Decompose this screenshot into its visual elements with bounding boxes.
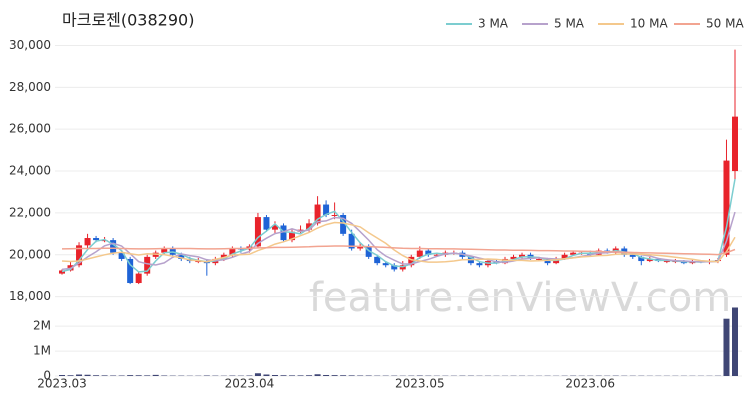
volume-bar [144,375,151,376]
volume-bar [732,307,738,376]
candle-body [365,246,372,257]
candle-body [425,250,432,255]
legend-label: 5 MA [554,17,585,31]
candle-body [570,252,577,255]
volume-bar [127,375,134,376]
candle-body [629,254,636,257]
volume-bar [306,375,313,376]
candle-body [723,160,730,255]
candle-body [101,240,108,242]
candle-body [433,254,440,256]
x-tick-label: 2023.03 [37,377,87,391]
volume-bar [340,375,347,376]
candle-body [127,258,134,284]
candle-body [59,270,65,274]
x-tick-label: 2023.06 [565,377,615,391]
ma-line [61,221,736,263]
x-tick-label: 2023.04 [225,377,275,391]
ma-line [61,211,736,271]
candle-body [289,231,296,241]
volume-bar [297,375,304,376]
candle-body [536,258,543,260]
candle-body [229,248,236,255]
candle-body [638,256,645,262]
candle-body [416,250,423,257]
candle-body [732,116,738,172]
candle-body [348,233,355,249]
volume-bar [76,374,83,376]
candle-body [340,215,347,234]
candle-body [306,223,313,230]
legend-label: 10 MA [630,17,668,31]
candle-body [374,256,381,264]
volume-bar [271,375,278,376]
candle-body [561,254,568,259]
candle-body [519,254,526,257]
candle-body [161,248,168,253]
volume-bar [84,374,91,376]
y-tick-label: 30,000 [9,38,51,52]
y-tick-label: 20,000 [9,247,51,261]
candle-body [93,238,100,241]
candle-body [510,256,517,259]
volume-bar [331,375,338,376]
volume-bar [152,374,159,376]
volume-bar [93,375,100,376]
watermark: feature.enViewV.com [309,275,731,321]
candle-body [135,273,142,284]
volume-bar [280,375,287,376]
candle-body [331,215,338,216]
volume-bar [135,375,142,376]
volume-bar [348,375,355,376]
candle-body [646,258,653,262]
y-tick-label: 18,000 [9,289,51,303]
legend-label: 50 MA [706,17,744,31]
candle-body [280,225,287,241]
ma-line [61,178,736,273]
candle-body [663,261,670,263]
candle-body [323,204,330,215]
candle-body [76,245,83,266]
volume-bar [59,375,65,376]
legend-label: 3 MA [478,17,509,31]
volume-bar [254,373,261,376]
candle-body [144,256,151,274]
candle-body [314,204,321,224]
candle-body [110,240,117,253]
y-tick-label: 24,000 [9,164,51,178]
volume-bar [723,318,730,376]
y-tick-label: 1M [33,344,51,358]
candle-body [357,246,364,249]
candle-body [178,254,185,259]
ma-line [61,245,736,256]
volume-bar [263,374,270,376]
y-tick-label: 2M [33,319,51,333]
candle-body [263,217,270,230]
candle-body [84,238,91,246]
volume-bar [101,375,108,376]
y-tick-label: 28,000 [9,80,51,94]
y-tick-label: 22,000 [9,205,51,219]
y-tick-label: 26,000 [9,122,51,136]
volume-bar [323,375,330,376]
chart-title: 마크로젠(038290) [62,11,194,30]
candle-body [391,265,398,270]
candle-body [382,263,389,266]
y-tick-label: 0 [43,369,51,383]
volume-bar [67,375,74,376]
candle-body [118,252,125,259]
candle-body [271,225,278,230]
volume-bar [314,374,321,376]
candle-body [408,256,415,266]
candle-body [476,263,483,266]
candle-body [254,217,261,247]
volume-bar [289,375,296,376]
x-tick-label: 2023.05 [395,377,445,391]
